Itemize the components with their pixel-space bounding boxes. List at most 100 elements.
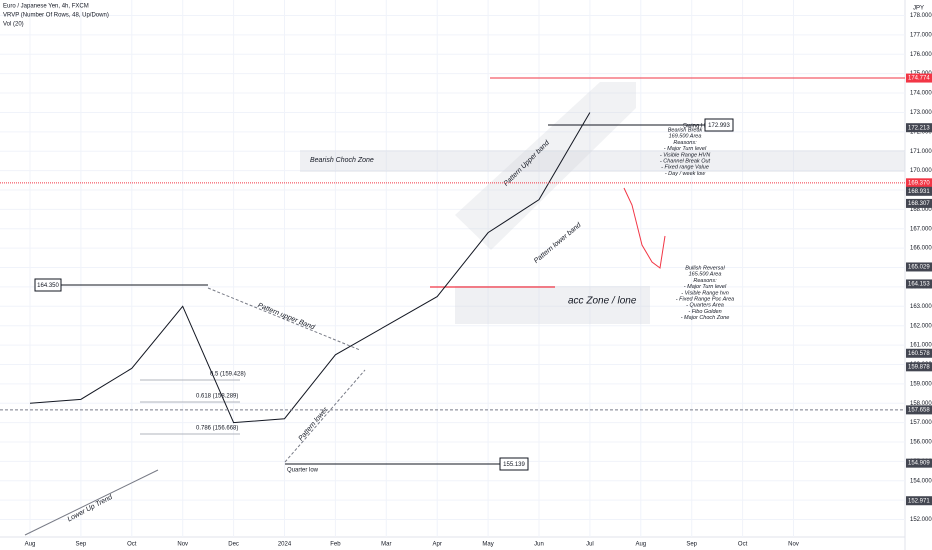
- pattern-line: [284, 369, 366, 463]
- x-tick-label: Sep: [686, 542, 697, 548]
- price-tag: [906, 496, 932, 506]
- reason-line: - Major Turn level: [684, 284, 727, 290]
- price-tag: [906, 362, 932, 372]
- x-tick-label: Aug: [25, 542, 36, 548]
- y-tick-label: 154.000: [910, 478, 932, 484]
- x-tick-label: May: [482, 542, 493, 548]
- price-tag-label: 172.213: [908, 125, 930, 131]
- reason-line: - Major Choch Zone: [681, 315, 730, 321]
- price-tag: [906, 458, 932, 468]
- price-tag: [906, 348, 932, 358]
- annotation: Quarter low: [287, 468, 319, 474]
- price-box-label: 164.350: [37, 283, 59, 289]
- pattern-line: [207, 287, 361, 351]
- price-box-label: 172.993: [708, 123, 730, 129]
- y-tick-label: 177.000: [910, 32, 932, 38]
- price-tag-label: 159.878: [908, 364, 930, 370]
- fib-label: 0.618 (158.289): [196, 394, 238, 400]
- reason-line: - Major Turn level: [664, 146, 707, 152]
- y-tick-label: 176.000: [910, 52, 932, 58]
- reason-line: - Visible Range hvn: [681, 290, 729, 296]
- price-tag-label: 157.658: [908, 407, 930, 413]
- y-tick-label: 166.000: [910, 246, 932, 252]
- x-tick-label: Feb: [330, 542, 341, 548]
- reason-line: - Visible Range HVN: [660, 152, 710, 158]
- plot: 152.000153.000154.000155.000156.000157.0…: [0, 13, 932, 548]
- price-tag-label: 152.971: [908, 498, 930, 504]
- price-tag-label: 154.909: [908, 461, 930, 467]
- y-tick-label: 178.000: [910, 13, 932, 19]
- price-line: [29, 112, 591, 424]
- y-tick-label: 156.000: [910, 440, 932, 446]
- y-tick-label: 161.000: [910, 343, 932, 349]
- price-tag-label: 168.931: [908, 189, 930, 195]
- price-tag-label: 160.578: [908, 351, 930, 357]
- price-box-label: 155.139: [503, 462, 525, 468]
- price-tag: [906, 405, 932, 415]
- x-tick-label: Nov: [788, 542, 799, 548]
- reason-line: Bearish Break: [668, 127, 703, 133]
- y-tick-label: 158.000: [910, 401, 932, 407]
- y-tick-label: 157.000: [910, 420, 932, 426]
- fib-label: 0.786 (156.668): [196, 426, 238, 432]
- price-tag: [906, 198, 932, 208]
- reason-line: - Fixed Range Poc Area: [676, 296, 735, 302]
- reason-line: Bullish Reversal: [685, 265, 725, 271]
- price-tag: [906, 123, 932, 133]
- reason-line: - Channel Break Out: [660, 158, 711, 164]
- price-tag-label: 165.029: [908, 265, 930, 271]
- reason-line: 165.500 Area: [689, 272, 722, 278]
- price-tag-label: 168.307: [908, 201, 930, 207]
- x-tick-label: Apr: [433, 542, 442, 548]
- y-tick-label: 163.000: [910, 304, 932, 310]
- projection: [623, 187, 666, 269]
- price-tag-label: 164.153: [908, 282, 930, 288]
- trend-line: [24, 469, 159, 536]
- x-tick-label: Jul: [586, 542, 594, 548]
- x-tick-label: Mar: [381, 542, 391, 548]
- price-box: [704, 118, 734, 132]
- y-tick-label: 162.000: [910, 323, 932, 329]
- reason-line: - Quarters Area: [686, 303, 724, 309]
- y-tick-label: 171.000: [910, 149, 932, 155]
- x-tick-label: Sep: [76, 542, 87, 548]
- x-tick-label: Oct: [738, 542, 748, 548]
- header-line: Vol (20): [3, 22, 24, 28]
- x-tick-label: Aug: [635, 542, 646, 548]
- bearish-zone: [300, 150, 905, 172]
- price-tag: [906, 262, 932, 272]
- x-tick-label: Dec: [228, 542, 239, 548]
- y-tick-label: 170.000: [910, 168, 932, 174]
- acc-zone: [455, 286, 650, 324]
- reason-line: - Fixed range Value: [661, 165, 709, 171]
- price-box: [34, 278, 62, 292]
- annotation: Swing High: [683, 124, 713, 130]
- reason-line: Reasons:: [673, 140, 697, 146]
- channel: [455, 82, 636, 250]
- x-tick-label: Oct: [127, 542, 137, 548]
- price-tag: [906, 279, 932, 289]
- y-tick-label: 167.000: [910, 226, 932, 232]
- reason-line: 169.500 Area: [669, 134, 702, 140]
- price-tag: [906, 178, 932, 188]
- y-tick-label: 172.000: [910, 129, 932, 135]
- x-tick-label: 2024: [278, 542, 292, 548]
- annotation: Bearish Choch Zone: [310, 157, 374, 164]
- price-tag-label: 169.370: [908, 180, 930, 186]
- header-line: VRVP (Number Of Rows, 48, Up/Down): [3, 13, 109, 19]
- x-tick-label: Nov: [177, 542, 188, 548]
- fib-label: 0.5 (159.428): [210, 372, 246, 378]
- header-line: Euro / Japanese Yen, 4h, FXCM: [3, 4, 89, 10]
- price-tag-label: 174.774: [908, 76, 930, 82]
- reason-line: - Fibo Golden: [688, 309, 721, 315]
- x-tick-label: Jun: [534, 542, 544, 548]
- y-tick-label: 174.000: [910, 91, 932, 97]
- y-tick-label: 173.000: [910, 110, 932, 116]
- y-tick-label: 152.000: [910, 517, 932, 523]
- annotation: acc Zone / lone: [568, 296, 637, 307]
- reason-line: Reasons:: [693, 278, 717, 284]
- y-tick-label: 168.000: [910, 207, 932, 213]
